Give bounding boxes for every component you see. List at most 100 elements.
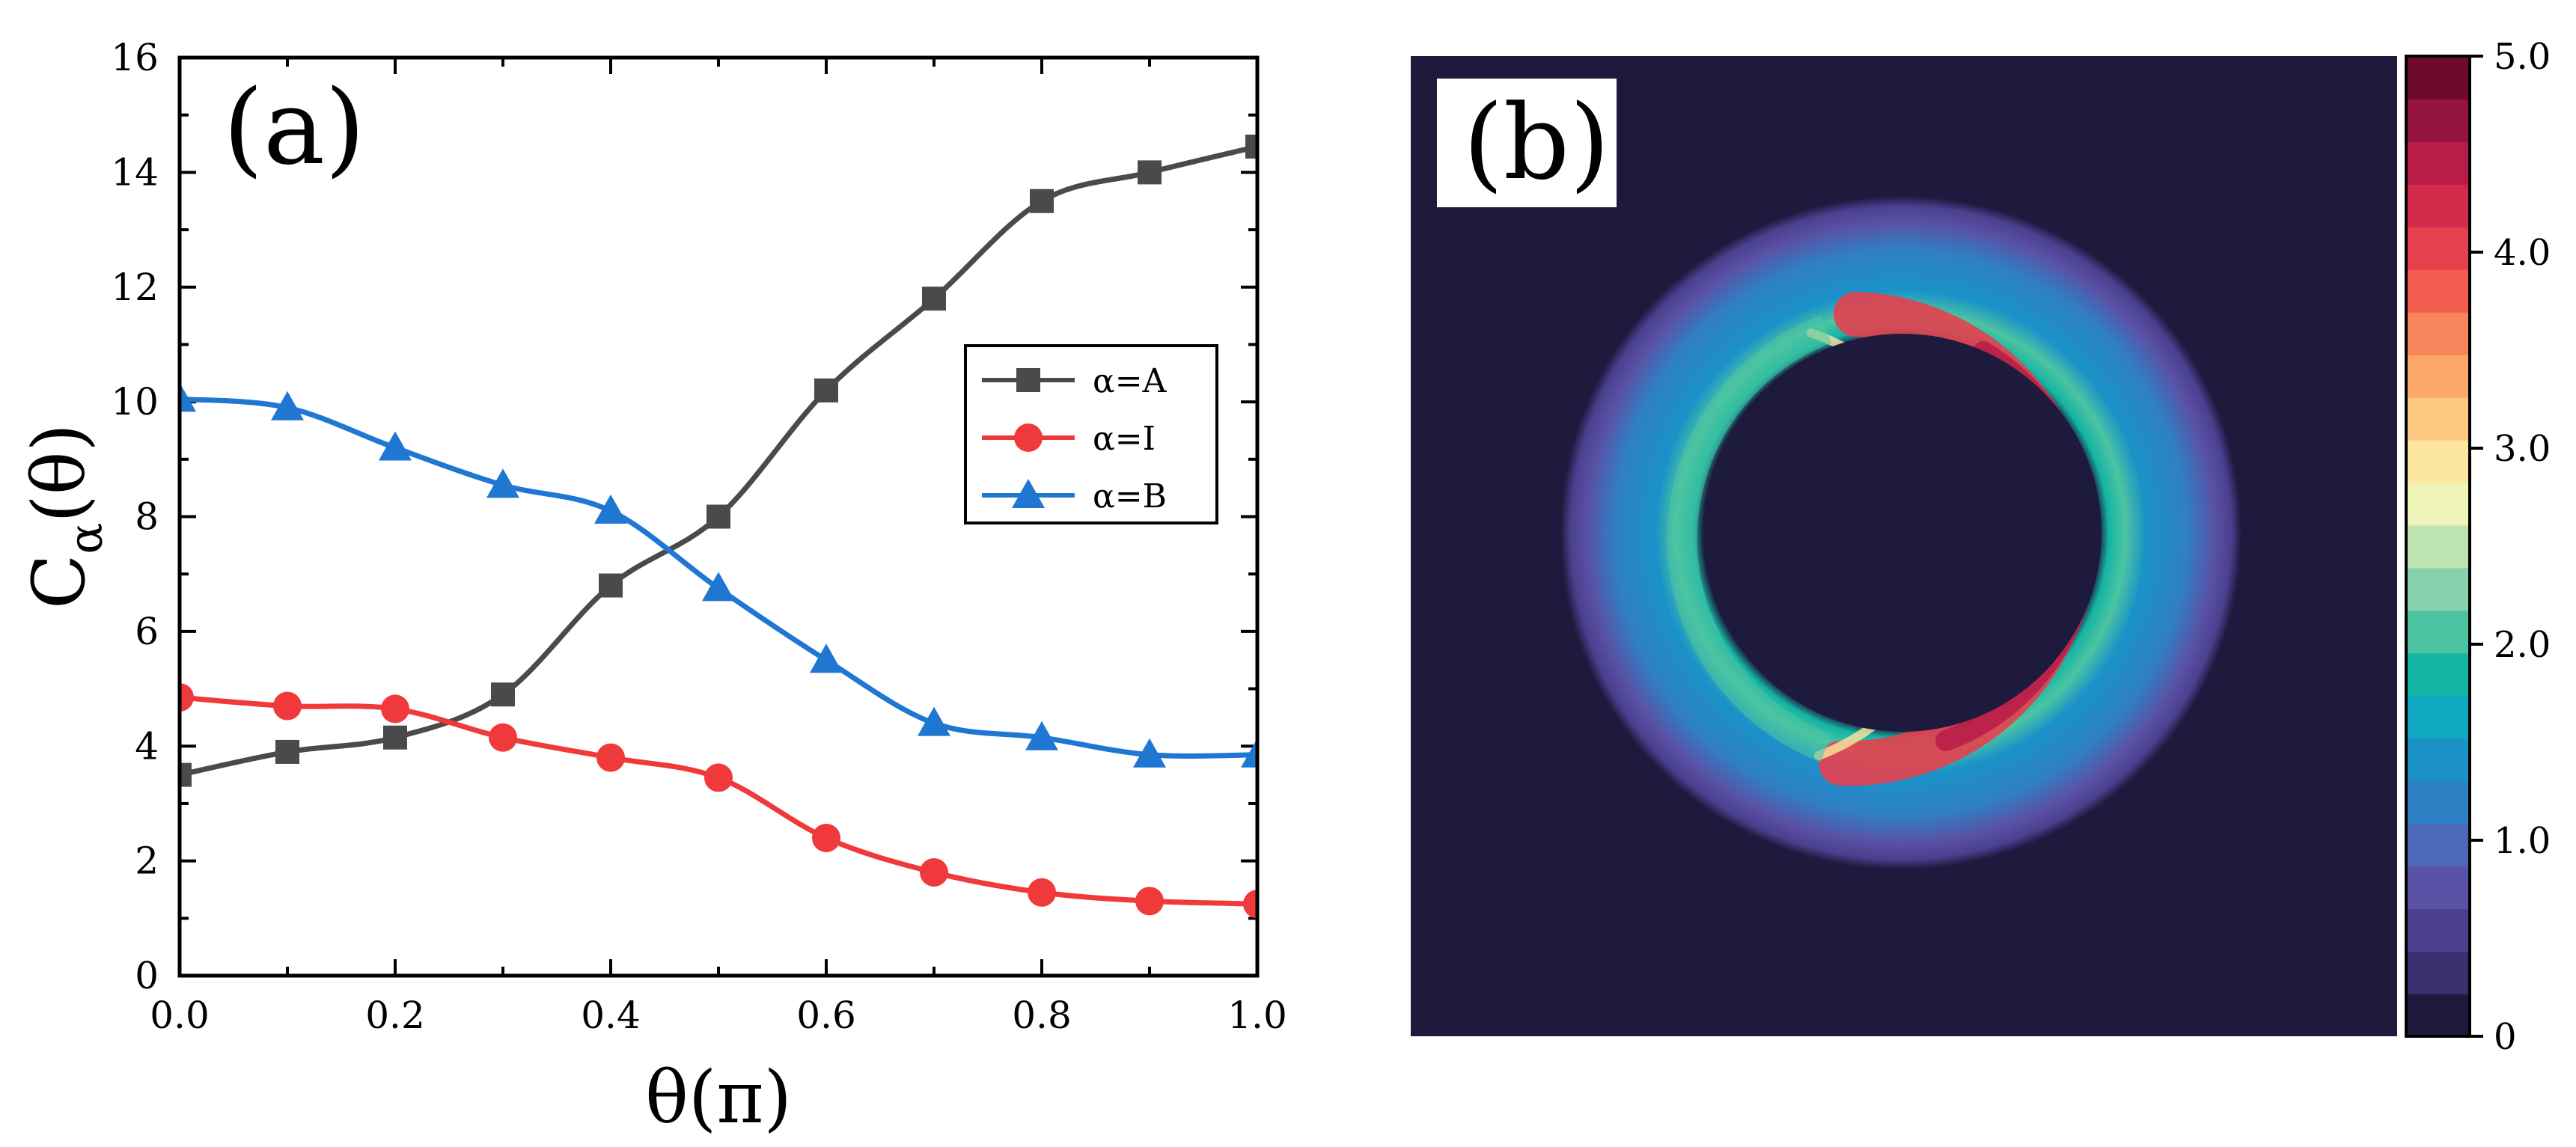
colorbar: [2406, 56, 2470, 1037]
colorbar-band: [2406, 567, 2470, 611]
y-tick-label: 14: [111, 150, 159, 194]
colorbar-tick-label: 3.0: [2494, 428, 2551, 470]
y-tick-label: 8: [135, 495, 159, 539]
colorbar-band: [2406, 610, 2470, 654]
colorbar-band: [2406, 354, 2470, 398]
panel-label-b: (b): [1463, 82, 1610, 203]
data-point-circle: [381, 694, 409, 724]
data-point-triangle: [180, 382, 196, 412]
data-point-square: [599, 573, 623, 598]
y-tick-label: 16: [111, 36, 159, 79]
legend-entry-B: α=B: [982, 477, 1167, 516]
x-tick-label: 0.4: [581, 994, 641, 1037]
colorbar-band: [2406, 866, 2470, 910]
legend: α=A α=I α=B: [964, 344, 1218, 524]
colorbar-tick-labels: 0 1.0 2.0 3.0 4.0 5.0: [2470, 36, 2551, 1058]
data-point-square: [275, 739, 299, 764]
data-point-square: [706, 504, 730, 529]
x-tick-label: 0.6: [796, 994, 856, 1037]
colorbar-band: [2406, 141, 2470, 185]
legend-marker-triangle: [1012, 479, 1045, 508]
colorbar-band: [2406, 56, 2470, 100]
data-point-circle: [704, 763, 733, 792]
colorbar-band: [2406, 652, 2470, 697]
data-point-triangle: [1241, 738, 1257, 768]
data-point-square: [922, 287, 946, 311]
colorbar-band: [2406, 994, 2470, 1037]
y-tick-label: 2: [135, 839, 159, 883]
colorbar-band: [2406, 311, 2470, 355]
colorbar-band: [2406, 951, 2470, 995]
y-tick-label: 10: [111, 380, 159, 423]
colorbar-band: [2406, 524, 2470, 569]
ring-hole: [1703, 334, 2102, 732]
data-point-circle: [1243, 890, 1257, 919]
y-tick-label: 12: [111, 266, 159, 309]
data-point-circle: [1028, 878, 1056, 907]
colorbar-tick-label: 4.0: [2494, 232, 2551, 274]
x-axis-label: θ(π): [645, 1056, 792, 1140]
legend-label-A: α=A: [1093, 362, 1168, 400]
colorbar-tick-label: 5.0: [2494, 36, 2551, 78]
data-point-square: [1138, 160, 1162, 185]
data-point-triangle: [486, 468, 519, 498]
data-point-square: [1030, 189, 1054, 213]
colorbar-band: [2406, 397, 2470, 441]
legend-marker-circle: [1014, 423, 1043, 452]
data-point-triangle: [271, 391, 304, 420]
data-point-triangle: [702, 572, 735, 602]
legend-marker-square: [1016, 368, 1040, 392]
colorbar-tick-label: 0: [2494, 1016, 2517, 1058]
y-tick-label: 0: [135, 954, 159, 997]
y-axis-label: Cα(θ): [17, 423, 113, 609]
data-point-square: [383, 725, 407, 750]
panel-label-b-box: [1437, 79, 1617, 207]
x-tick-label: 1.0: [1227, 994, 1287, 1037]
series-circle: [180, 683, 1257, 919]
plot-frame: [177, 55, 1260, 978]
colorbar-frame: [2405, 55, 2471, 1038]
colorbar-band: [2406, 780, 2470, 825]
series-group: [180, 134, 1257, 919]
data-point-circle: [596, 743, 625, 772]
legend-label-I: α=I: [1093, 420, 1156, 458]
y-tick-label: 4: [135, 724, 159, 768]
series-square: [180, 134, 1257, 787]
colorbar-tick-label: 2.0: [2494, 624, 2551, 666]
series-line: [180, 694, 1257, 907]
data-point-triangle: [379, 431, 412, 461]
colorbar-band: [2406, 98, 2470, 142]
colorbar-tick-label: 1.0: [2494, 820, 2551, 862]
legend-entry-I: α=I: [982, 420, 1156, 458]
data-point-triangle: [594, 494, 627, 524]
panel-label-a: (a): [223, 67, 365, 188]
colorbar-band: [2406, 482, 2470, 526]
colorbar-band: [2406, 226, 2470, 270]
data-point-circle: [1135, 887, 1164, 916]
panel-a-line-chart: 0.0 0.2 0.4 0.6 0.8 1.0 0 2 4 6 8 10 12 14 16 (a) Cα(θ…: [17, 36, 1287, 1140]
x-tick-label: 0.2: [365, 994, 425, 1037]
data-point-triangle: [918, 706, 950, 736]
colorbar-band: [2406, 738, 2470, 782]
colorbar-band: [2406, 823, 2470, 867]
data-point-circle: [812, 823, 840, 852]
colorbar-band: [2406, 908, 2470, 952]
data-point-triangle: [810, 643, 843, 673]
x-tick-label: 0.8: [1012, 994, 1072, 1037]
data-point-square: [491, 682, 515, 707]
data-point-square: [180, 762, 192, 787]
y-tick-label: 6: [135, 610, 159, 653]
ring-cool-arc: [1667, 315, 1832, 762]
axis-tick-labels: 0.0 0.2 0.4 0.6 0.8 1.0 0 2 4 6 8 10 12 14 16: [111, 36, 1287, 1037]
ring-density: [1560, 196, 2241, 869]
legend-entry-A: α=A: [982, 362, 1168, 400]
legend-label-B: α=B: [1093, 477, 1167, 516]
colorbar-band: [2406, 695, 2470, 739]
panel-b-heatmap: (b) 0 1.0 2.0 3.0 4.0 5.0: [1411, 36, 2551, 1058]
colorbar-band: [2406, 183, 2470, 227]
data-point-square: [1245, 134, 1257, 159]
data-point-circle: [273, 691, 302, 721]
colorbar-band: [2406, 269, 2470, 313]
data-point-circle: [920, 857, 948, 887]
